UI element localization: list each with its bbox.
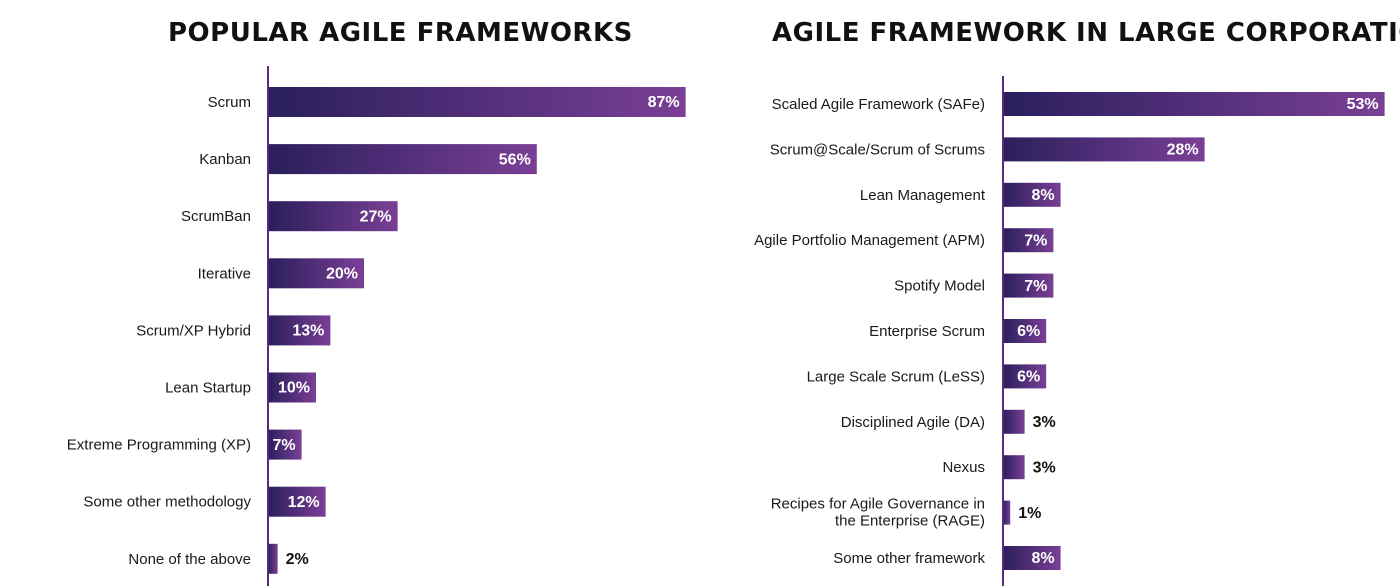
value-label: 53%: [1347, 96, 1379, 113]
bar-row: Scaled Agile Framework (SAFe) 53%: [772, 92, 1385, 116]
category-label: None of the above: [128, 551, 251, 568]
value-label: 6%: [1017, 369, 1040, 386]
bar-row: None of the above 2%: [128, 543, 309, 574]
bar-row: Scrum@Scale/Scrum of Scrums 28%: [770, 137, 1205, 162]
bar: [1003, 409, 1025, 434]
category-label: Agile Portfolio Management (APM): [754, 232, 985, 249]
category-label: Some other methodology: [83, 494, 251, 511]
bar: [268, 87, 686, 117]
bar: [1003, 319, 1047, 343]
category-label: Some other framework: [833, 550, 985, 567]
category-label: Disciplined Agile (DA): [841, 414, 985, 431]
bar: [1003, 455, 1025, 480]
value-label: 87%: [648, 94, 680, 111]
value-label: 10%: [278, 380, 310, 397]
category-label: Scrum@Scale/Scrum of Scrums: [770, 141, 985, 158]
chart-left: Scrum 87% Kanban 56% ScrumBan 27% Iterative 20%…: [67, 66, 686, 586]
category-label: Spotify Model: [894, 278, 985, 295]
category-label: Scaled Agile Framework (SAFe): [772, 96, 985, 113]
bar-row: Iterative 20%: [198, 258, 364, 289]
value-label: 7%: [1024, 278, 1047, 295]
bar: [1003, 92, 1385, 116]
category-label: Nexus: [942, 459, 985, 476]
bar: [268, 144, 537, 175]
bar: [268, 258, 364, 289]
chart-title-left: POPULAR AGILE FRAMEWORKS: [168, 18, 633, 48]
category-label: Iterative: [198, 265, 251, 282]
value-label: 1%: [1018, 505, 1041, 522]
bar-row: Lean Startup 10%: [165, 372, 316, 403]
bar: [1003, 137, 1205, 162]
bar-row: Agile Portfolio Management (APM) 7%: [754, 228, 1054, 253]
value-label: 3%: [1033, 459, 1056, 476]
bar: [1003, 500, 1011, 525]
value-label: 7%: [272, 437, 295, 454]
bar-row: Large Scale Scrum (LeSS) 6%: [807, 364, 1047, 389]
bar: [268, 201, 398, 232]
bar: [268, 372, 316, 403]
bar-row: Scrum 87%: [208, 87, 686, 117]
bar: [268, 486, 326, 517]
category-label: Extreme Programming (XP): [67, 437, 251, 454]
bar: [1003, 182, 1061, 207]
category-label: Large Scale Scrum (LeSS): [807, 368, 985, 385]
bar: [268, 543, 278, 574]
bar-row: Spotify Model 7%: [894, 273, 1054, 298]
category-label: ScrumBan: [181, 208, 251, 225]
value-label: 3%: [1033, 414, 1056, 431]
bar: [1003, 364, 1047, 389]
bar-row: Extreme Programming (XP) 7%: [67, 429, 302, 460]
chart-title-right: AGILE FRAMEWORK IN LARGE CORPORATIONS: [772, 18, 1400, 48]
bar-row: Some other methodology 12%: [83, 486, 326, 517]
value-label: 8%: [1031, 550, 1054, 567]
bar-row: Some other framework 8%: [833, 546, 1061, 570]
bar-row: Scrum/XP Hybrid 13%: [136, 315, 331, 346]
bar-row: ScrumBan 27%: [181, 201, 398, 232]
value-label: 7%: [1024, 232, 1047, 249]
value-label: 12%: [288, 494, 320, 511]
bar: [268, 315, 331, 346]
value-label: 20%: [326, 266, 358, 283]
bar-row: Recipes for Agile Governance in the Enter…: [771, 496, 1042, 530]
category-label: Lean Management: [860, 187, 986, 204]
bar: [268, 429, 302, 460]
bar-row: Kanban 56%: [199, 144, 537, 175]
value-label: 8%: [1031, 187, 1054, 204]
bar-row: Lean Management 8%: [860, 182, 1061, 207]
bar-row: Nexus 3%: [942, 455, 1056, 480]
category-label: Enterprise Scrum: [869, 323, 985, 340]
category-label: Scrum: [208, 94, 251, 111]
bar: [1003, 228, 1054, 253]
bar: [1003, 546, 1061, 570]
category-label: Recipes for Agile Governance in the Enter…: [771, 496, 985, 530]
value-label: 13%: [292, 323, 324, 340]
value-label: 28%: [1167, 142, 1199, 159]
category-label: Lean Startup: [165, 379, 251, 396]
value-label: 2%: [286, 551, 309, 568]
bar-row: Enterprise Scrum 6%: [869, 319, 1047, 343]
value-label: 27%: [360, 208, 392, 225]
category-label: Scrum/XP Hybrid: [136, 322, 251, 339]
value-label: 6%: [1017, 323, 1040, 340]
chart-right: Scaled Agile Framework (SAFe) 53% Scrum@Sc…: [754, 76, 1385, 586]
category-label: Kanban: [199, 151, 251, 168]
bar-row: Disciplined Agile (DA) 3%: [841, 409, 1056, 434]
value-label: 56%: [499, 151, 531, 168]
bar: [1003, 273, 1054, 298]
